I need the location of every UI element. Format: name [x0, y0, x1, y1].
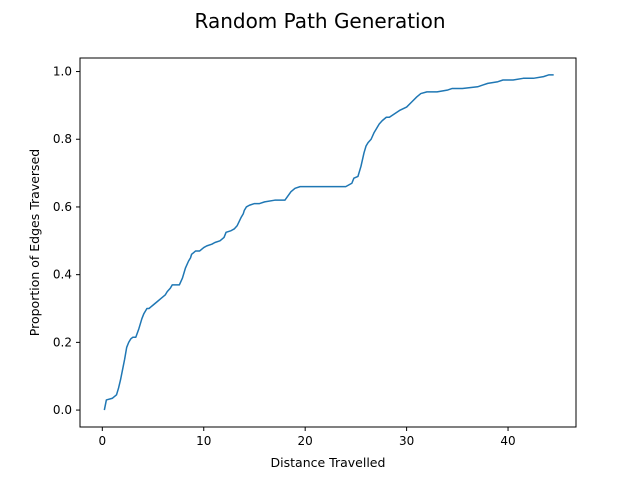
x-tick-label: 40: [500, 434, 515, 448]
y-tick-label: 0.0: [53, 403, 72, 417]
x-tick-label: 10: [196, 434, 211, 448]
plot-frame: [79, 57, 577, 428]
series-line-0: [103, 74, 554, 411]
axis-ticks: 0 10 20 30 40 0.0 0.2 0.4 0.6 0.8 1.0: [53, 65, 516, 448]
y-tick-label: 1.0: [53, 65, 72, 79]
y-tick-label: 0.4: [53, 268, 72, 282]
y-tick-label: 0.8: [53, 132, 72, 146]
x-tick-label: 30: [399, 434, 414, 448]
y-axis-label: Proportion of Edges Traversed: [27, 149, 42, 336]
x-axis-label: Distance Travelled: [271, 455, 386, 470]
plot-area: [103, 74, 554, 411]
chart-title: Random Path Generation: [194, 9, 445, 33]
x-tick-label: 20: [298, 434, 313, 448]
y-tick-label: 0.2: [53, 335, 72, 349]
y-tick-label: 0.6: [53, 200, 72, 214]
x-tick-label: 0: [98, 434, 106, 448]
